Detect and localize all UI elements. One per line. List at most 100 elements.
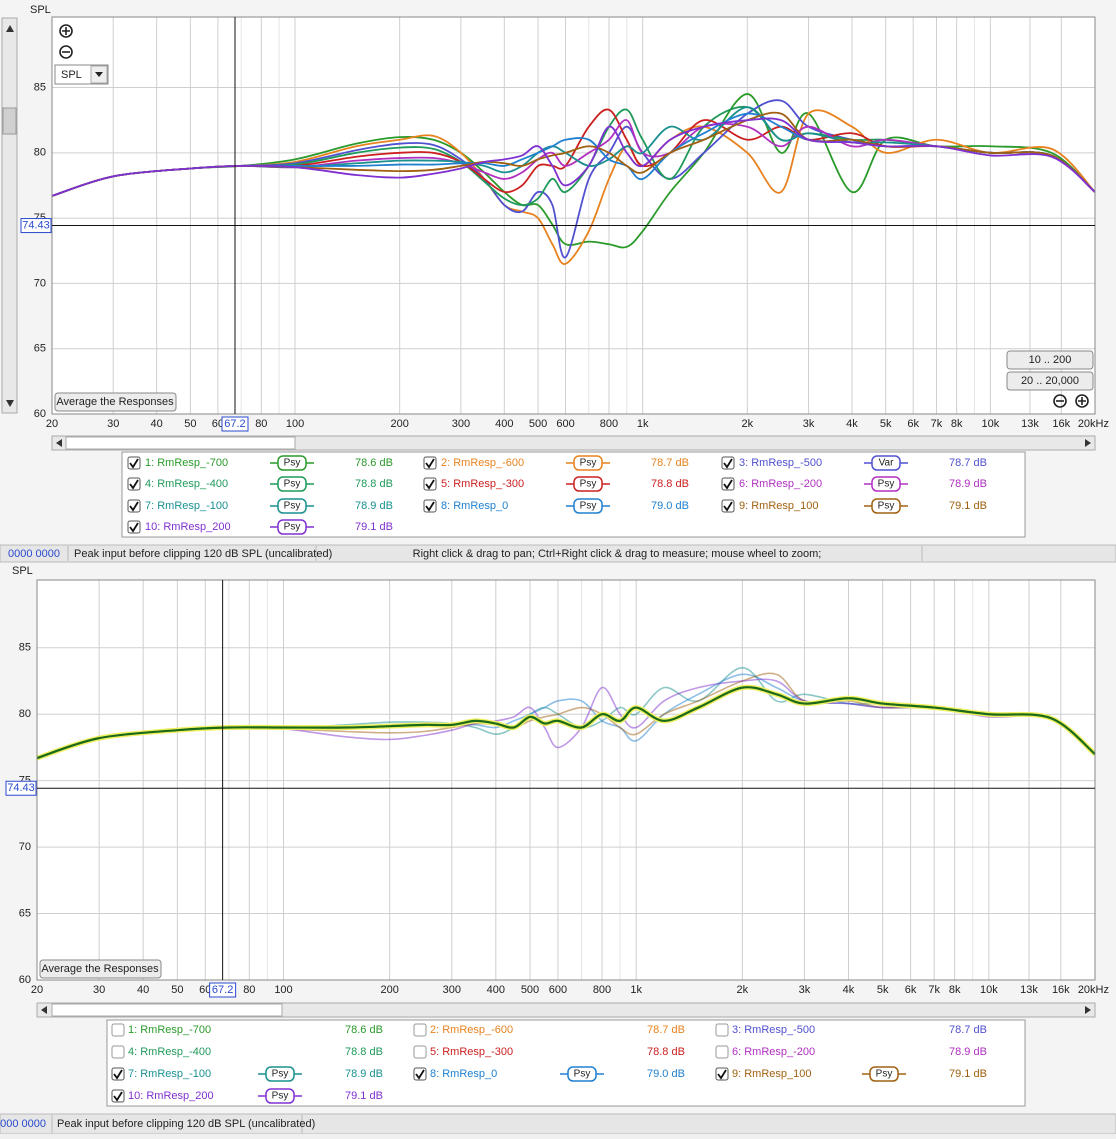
x-tick-label: 8k — [949, 984, 961, 996]
h-scroll-thumb[interactable] — [51, 1003, 283, 1017]
v-scroll-thumb[interactable] — [2, 107, 17, 135]
smoothing-pill[interactable] — [871, 476, 901, 492]
legend-name[interactable]: 3: RmResp_-500 — [739, 457, 822, 469]
legend-checkbox[interactable] — [127, 520, 141, 534]
legend-name[interactable]: 9: RmResp_100 — [739, 500, 819, 512]
x-tick-label: 300 — [443, 984, 461, 996]
legend-level: 78.7 dB — [651, 457, 689, 469]
legend-name[interactable]: 6: RmResp_-200 — [732, 1046, 815, 1058]
y-tick-label: 60 — [34, 408, 46, 420]
smoothing-label: Var — [879, 458, 894, 469]
zoom-icons[interactable] — [59, 24, 1089, 408]
status-counter: 0000 0000 — [0, 1118, 46, 1130]
x-tick-label: 7k — [928, 984, 940, 996]
legend-name[interactable]: 8: RmResp_0 — [441, 500, 508, 512]
smoothing-pill[interactable] — [871, 498, 901, 514]
legend-checkbox[interactable] — [721, 477, 735, 491]
legend-name[interactable]: 10: RmResp_200 — [145, 521, 231, 533]
smoothing-pill[interactable] — [265, 1088, 295, 1104]
x-tick-label: 600 — [556, 418, 574, 430]
smoothing-pill[interactable] — [277, 476, 307, 492]
response-line — [52, 108, 1095, 197]
legend-checkbox[interactable] — [111, 1089, 125, 1103]
y-tick-label: 65 — [19, 907, 31, 919]
legend-name[interactable]: 3: RmResp_-500 — [732, 1024, 815, 1036]
legend-checkbox[interactable] — [111, 1023, 125, 1037]
legend-checkbox[interactable] — [423, 499, 437, 513]
smoothing-pill[interactable] — [869, 1066, 899, 1082]
legend-level: 78.8 dB — [345, 1046, 383, 1058]
legend-name[interactable]: 9: RmResp_100 — [732, 1068, 812, 1080]
legend-name[interactable]: 5: RmResp_-300 — [430, 1046, 513, 1058]
h-scroll-thumb[interactable] — [65, 436, 296, 450]
legend-checkbox[interactable] — [127, 456, 141, 470]
x-tick-label: 5k — [880, 418, 892, 430]
smoothing-pill[interactable] — [573, 455, 603, 471]
legend-name[interactable]: 5: RmResp_-300 — [441, 478, 524, 490]
smoothing-pill[interactable] — [567, 1066, 597, 1082]
smoothing-pill[interactable] — [277, 455, 307, 471]
plot — [37, 580, 1095, 980]
legend-level: 78.9 dB — [949, 1046, 987, 1058]
legend-name[interactable]: 7: RmResp_-100 — [145, 500, 228, 512]
smoothing-pill[interactable] — [277, 498, 307, 514]
smoothing-label: Psy — [878, 479, 895, 490]
legend-name[interactable]: 1: RmResp_-700 — [145, 457, 228, 469]
x-tick-label: 500 — [521, 984, 539, 996]
h-scrollbar[interactable] — [51, 435, 1096, 451]
legend-checkbox[interactable] — [423, 456, 437, 470]
v-scrollbar[interactable] — [1, 17, 18, 414]
range-button[interactable] — [1006, 371, 1094, 391]
legend-level: 78.8 dB — [651, 478, 689, 490]
legend-checkbox[interactable] — [127, 499, 141, 513]
y-tick-label: 70 — [34, 277, 46, 289]
legend-checkbox[interactable] — [413, 1067, 427, 1081]
smoothing-pill[interactable] — [871, 455, 901, 471]
legend-name[interactable]: 2: RmResp_-600 — [441, 457, 524, 469]
legend-checkbox[interactable] — [413, 1023, 427, 1037]
status-separators — [67, 546, 923, 561]
legend-checkbox[interactable] — [111, 1045, 125, 1059]
legend-name[interactable]: 6: RmResp_-200 — [739, 478, 822, 490]
legend-checkbox[interactable] — [721, 456, 735, 470]
legend-checkmark — [129, 501, 139, 512]
legend-checkbox[interactable] — [715, 1045, 729, 1059]
x-tick-label: 13k — [1020, 984, 1038, 996]
legend-level: 78.8 dB — [355, 478, 393, 490]
response-line — [37, 678, 1095, 759]
range-button[interactable] — [1006, 350, 1094, 370]
legend-checkbox[interactable] — [127, 477, 141, 491]
smoothing-pill[interactable] — [573, 476, 603, 492]
x-tick-label: 1k — [637, 418, 649, 430]
legend-checkbox[interactable] — [423, 477, 437, 491]
legend-name[interactable]: 10: RmResp_200 — [128, 1090, 214, 1102]
smoothing-label: Psy — [580, 501, 597, 512]
cursor-y-box — [20, 218, 52, 234]
smoothing-label: Psy — [580, 479, 597, 490]
smoothing-pill[interactable] — [573, 498, 603, 514]
legend-name[interactable]: 2: RmResp_-600 — [430, 1024, 513, 1036]
legend-checkbox[interactable] — [111, 1067, 125, 1081]
legend-level: 78.7 dB — [949, 457, 987, 469]
smoothing-pill[interactable] — [265, 1066, 295, 1082]
legend-level: 79.1 dB — [345, 1090, 383, 1102]
legend-checkbox[interactable] — [413, 1045, 427, 1059]
legend-checkbox[interactable] — [715, 1023, 729, 1037]
legend-checkbox[interactable] — [715, 1067, 729, 1081]
y-tick-label: 65 — [34, 343, 46, 355]
legend-name[interactable]: 4: RmResp_-400 — [128, 1046, 211, 1058]
legend-name[interactable]: 8: RmResp_0 — [430, 1068, 497, 1080]
legend-checkbox[interactable] — [721, 499, 735, 513]
legend-name[interactable]: 1: RmResp_-700 — [128, 1024, 211, 1036]
legend-name[interactable]: 4: RmResp_-400 — [145, 478, 228, 490]
dropdown-label: SPL — [61, 69, 82, 81]
legend-box — [106, 1019, 1026, 1107]
status-hint: Right click & drag to pan; Ctrl+Right cl… — [413, 548, 822, 560]
legend-name[interactable]: 7: RmResp_-100 — [128, 1068, 211, 1080]
smoothing-label: Psy — [284, 479, 301, 490]
average-button[interactable] — [39, 959, 162, 979]
smoothing-pill[interactable] — [277, 519, 307, 535]
smoothing-label: Psy — [574, 1069, 591, 1080]
h-scrollbar[interactable] — [36, 1002, 1096, 1018]
average-button[interactable] — [54, 392, 177, 412]
